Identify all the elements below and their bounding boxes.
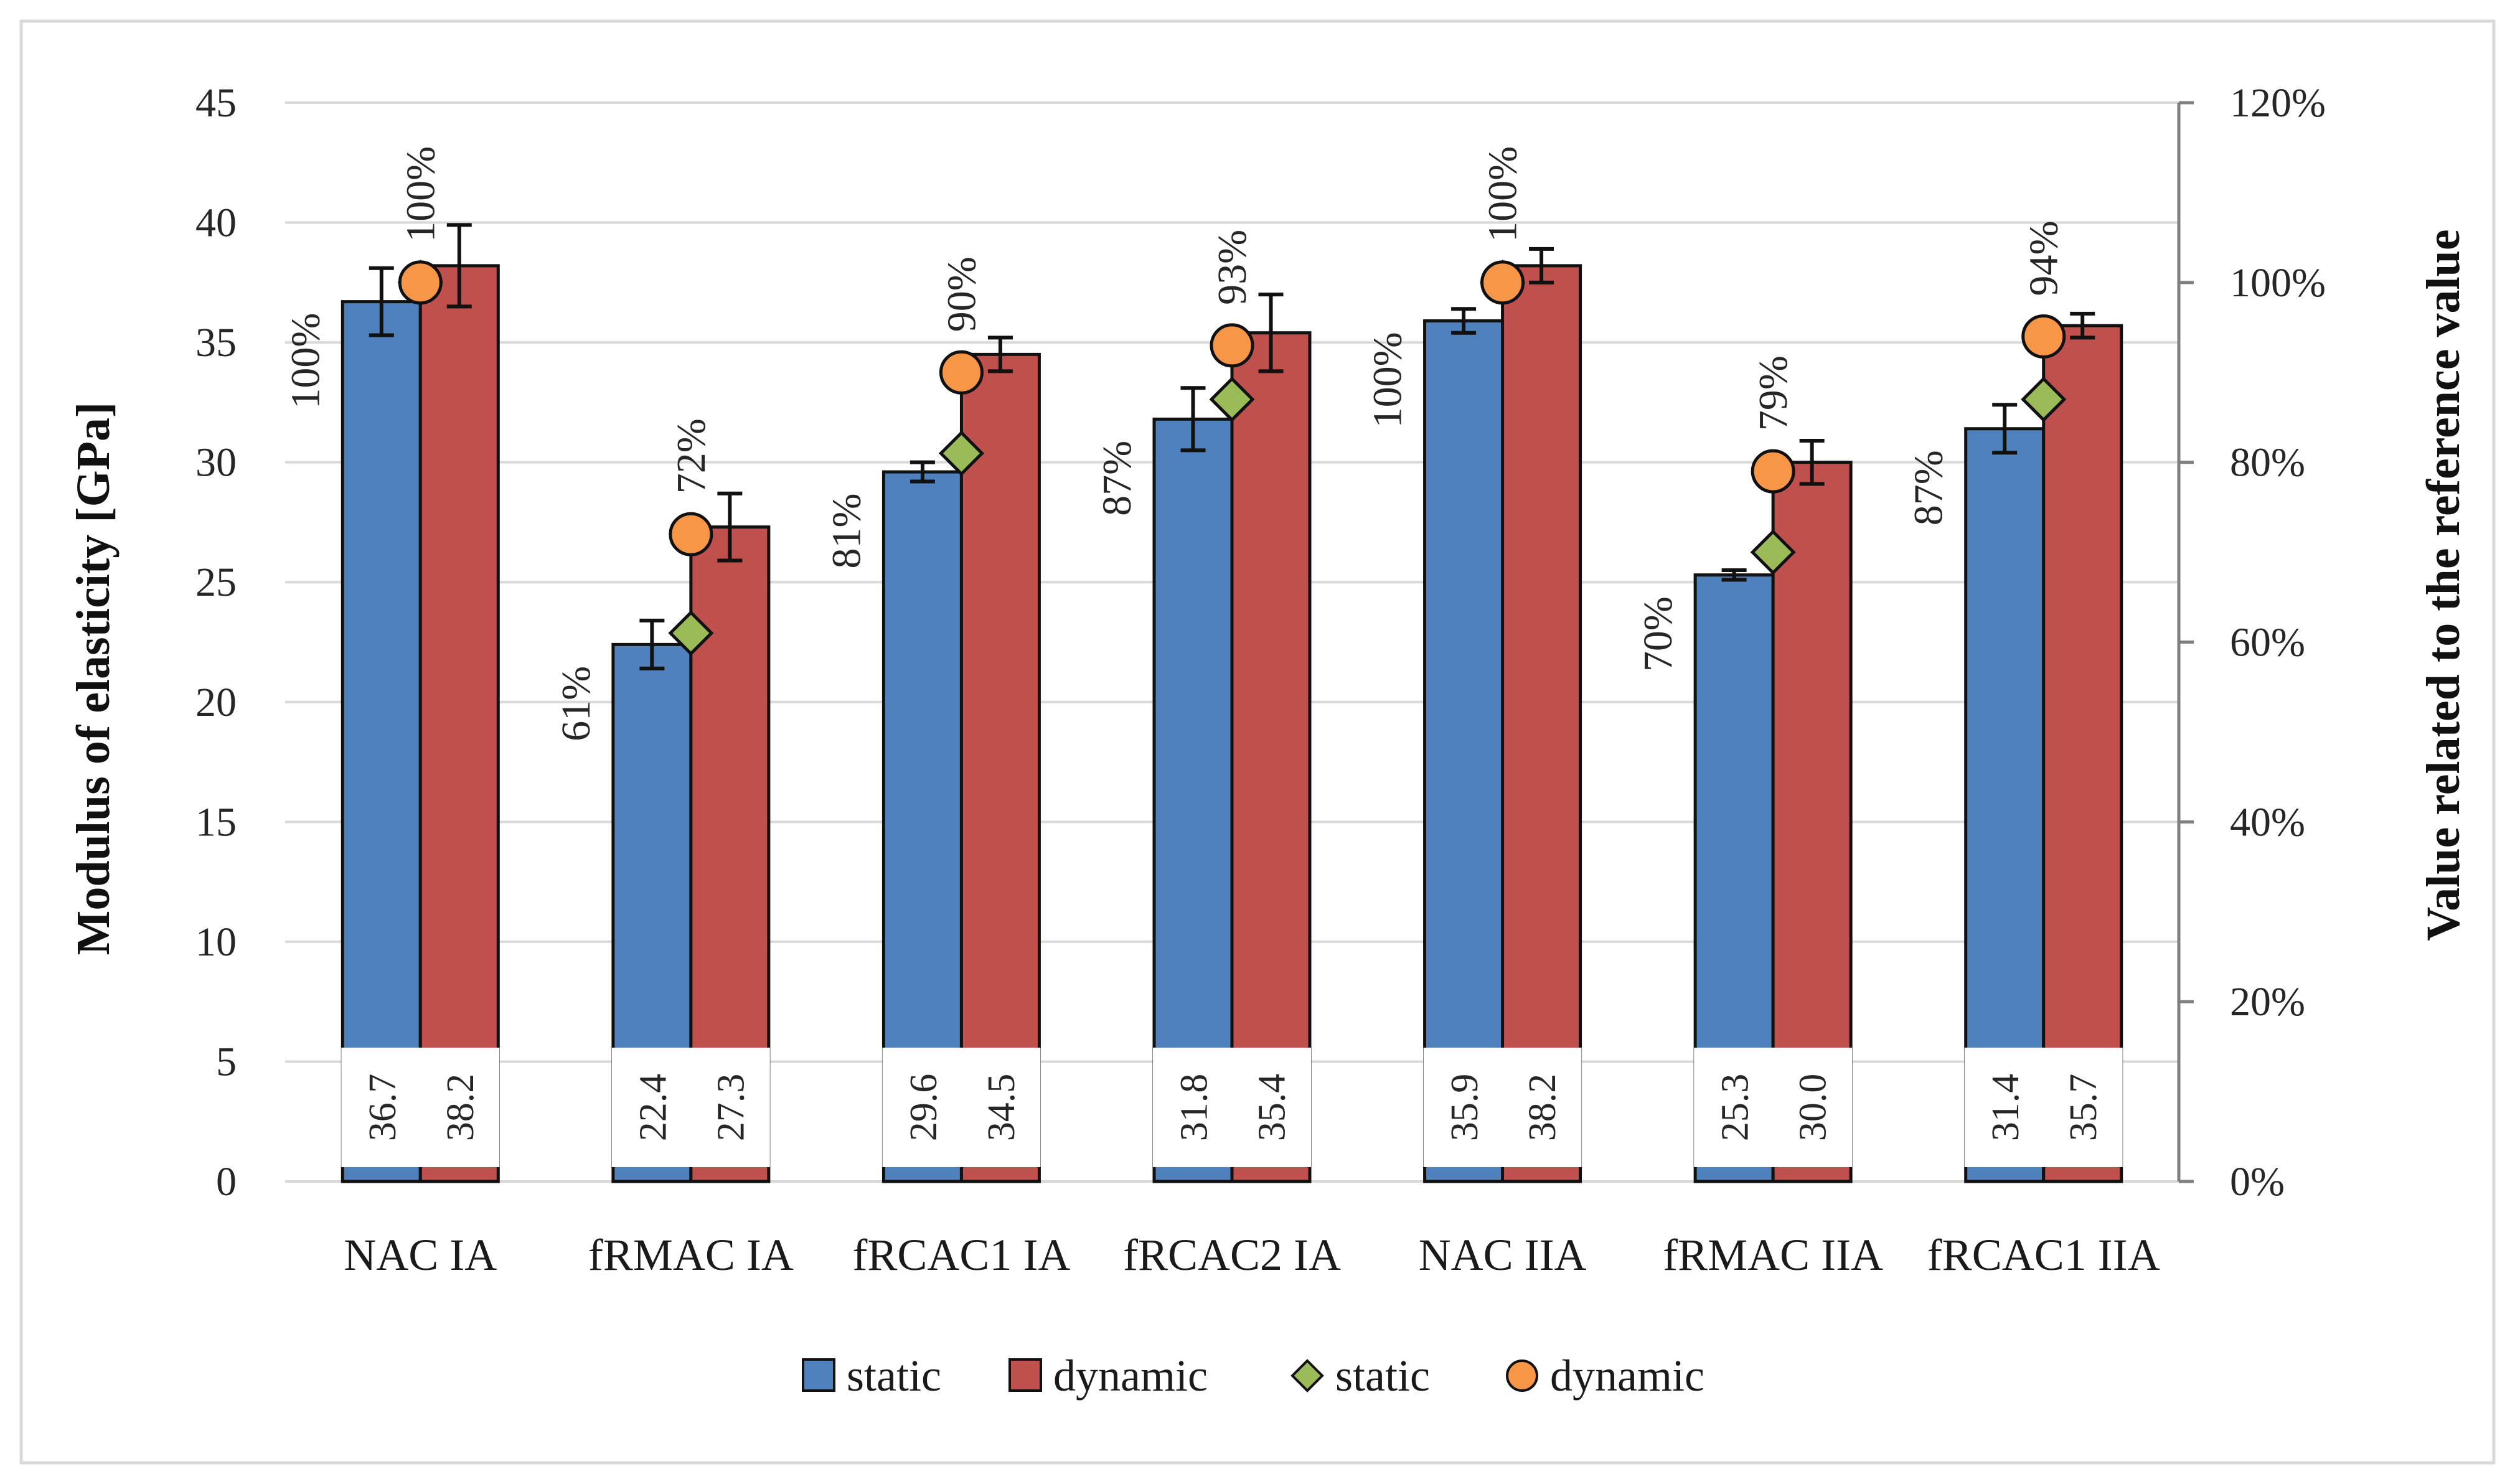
percent-label-dynamic: 100%	[398, 146, 443, 242]
value-label-static: 29.6	[903, 1074, 945, 1142]
y-axis-title: Modulus of elasticity [GPa]	[67, 402, 120, 956]
percent-label-dynamic: 72%	[669, 418, 714, 494]
y-tick-label: 35	[195, 320, 237, 365]
value-label-box	[341, 1048, 500, 1167]
y2-tick-label: 100%	[2230, 260, 2326, 306]
value-label-dynamic: 27.3	[710, 1074, 752, 1142]
marker-static-diamond	[1209, 377, 1255, 423]
x-tick-label: fRCAC1 IIA	[1927, 1230, 2160, 1280]
bar-dynamic	[1230, 331, 1312, 1183]
y-tick-label: 45	[195, 80, 237, 126]
value-label-box	[611, 1048, 770, 1167]
marker-dynamic-circle	[1751, 449, 1795, 494]
markers	[397, 260, 2067, 656]
y2-tick-label: 80%	[2230, 440, 2305, 486]
percent-label-static: 61%	[553, 666, 599, 741]
y2-tick-label: 40%	[2230, 799, 2305, 845]
legend-label: static	[1335, 1351, 1430, 1401]
marker-static-diamond	[2021, 377, 2067, 423]
value-label-static: 36.7	[362, 1074, 404, 1142]
legend: static dynamic static dynamic	[802, 1351, 1704, 1401]
percent-label-dynamic: 100%	[1480, 146, 1526, 242]
y2-tick-label: 120%	[2230, 80, 2326, 126]
marker-static-diamond	[938, 430, 984, 476]
y-tick-label: 25	[195, 560, 237, 605]
legend-swatch-static	[802, 1358, 835, 1392]
y2-tick-label: 20%	[2230, 979, 2305, 1025]
marker-static-diamond	[1750, 529, 1796, 575]
x-tick-label: fRMAC IIA	[1663, 1230, 1883, 1280]
value-label-dynamic: 30.0	[1792, 1074, 1835, 1142]
value-label-static: 25.3	[1714, 1074, 1757, 1142]
percent-label-dynamic: 79%	[1751, 355, 1796, 431]
x-tick-label: fRCAC2 IA	[1123, 1230, 1341, 1280]
bar-static	[341, 300, 422, 1183]
percent-label-static: 70%	[1635, 596, 1681, 672]
value-label-dynamic: 38.2	[440, 1074, 482, 1142]
value-label-static: 22.4	[632, 1074, 674, 1142]
value-label-static: 31.8	[1173, 1074, 1216, 1142]
value-label-box	[1964, 1048, 2123, 1167]
percent-label-static: 87%	[1094, 441, 1140, 516]
value-label-dynamic: 38.2	[1521, 1074, 1564, 1142]
marker-dynamic-circle	[939, 350, 984, 395]
error-bars	[369, 223, 2095, 670]
marker-dynamic-circle	[398, 260, 443, 305]
y-tick-label: 5	[216, 1039, 237, 1084]
bar-dynamic	[959, 352, 1041, 1183]
value-label-dynamic: 35.4	[1251, 1074, 1294, 1142]
legend-marker-diamond	[1290, 1359, 1324, 1392]
gridlines	[285, 101, 2179, 1183]
value-label-box	[1694, 1048, 1853, 1167]
y-tick-label: 10	[195, 919, 237, 965]
percent-label-static: 81%	[824, 494, 869, 569]
value-label-box	[1423, 1048, 1582, 1167]
value-label-box	[882, 1048, 1041, 1167]
percent-label-static: 100%	[1365, 332, 1411, 428]
marker-static-diamond	[668, 610, 714, 656]
value-label-static: 31.4	[1985, 1074, 2027, 1142]
legend-label: dynamic	[1053, 1351, 1208, 1401]
value-label-dynamic: 34.5	[980, 1074, 1023, 1142]
value-label-static: 35.9	[1444, 1074, 1486, 1142]
y-tick-label: 15	[195, 799, 237, 845]
y-tick-label: 20	[195, 680, 237, 725]
legend-marker-circle	[1506, 1360, 1538, 1392]
legend-label: static	[847, 1351, 941, 1401]
value-label-box	[1153, 1048, 1311, 1167]
percent-label-dynamic: 94%	[2021, 220, 2067, 296]
x-tick-label: fRMAC IA	[588, 1230, 794, 1280]
value-label-dynamic: 35.7	[2062, 1074, 2105, 1142]
percent-label-static: 100%	[283, 313, 328, 409]
percent-label-static: 87%	[1906, 450, 1952, 525]
bars	[341, 264, 2123, 1183]
value-labels: 36.7 38.2 100% 100% 22.4 27.3 61% 72% 29.6 34.5 81…	[283, 146, 2123, 1167]
y-tick-label: 30	[195, 440, 237, 486]
y2-tick-label: 60%	[2230, 620, 2305, 665]
y2-axis-title: Value related to the reference value	[2417, 229, 2470, 941]
bar-dynamic	[1501, 264, 1582, 1183]
x-tick-label: fRCAC1 IA	[852, 1230, 1070, 1280]
marker-dynamic-circle	[2021, 314, 2066, 359]
x-tick-label: NAC IIA	[1419, 1230, 1587, 1280]
x-tick-label: NAC IA	[344, 1230, 497, 1280]
legend-label: dynamic	[1550, 1351, 1704, 1401]
bar-dynamic	[418, 264, 500, 1183]
legend-swatch-dynamic	[1008, 1358, 1042, 1392]
axes: 0 5 10 15 20 25 30 35 40 45 0% 20% 40% 60% 80% 100% 120%…	[195, 80, 2326, 1280]
y-tick-label: 40	[195, 200, 237, 246]
y-tick-label: 0	[216, 1159, 237, 1205]
y2-tick-label: 0%	[2230, 1159, 2285, 1205]
bar-static	[1423, 319, 1505, 1183]
marker-dynamic-circle	[1210, 323, 1254, 368]
marker-dynamic-circle	[1480, 260, 1525, 305]
percent-label-dynamic: 93%	[1210, 230, 1255, 305]
marker-dynamic-circle	[669, 512, 713, 556]
percent-label-dynamic: 90%	[939, 256, 984, 332]
